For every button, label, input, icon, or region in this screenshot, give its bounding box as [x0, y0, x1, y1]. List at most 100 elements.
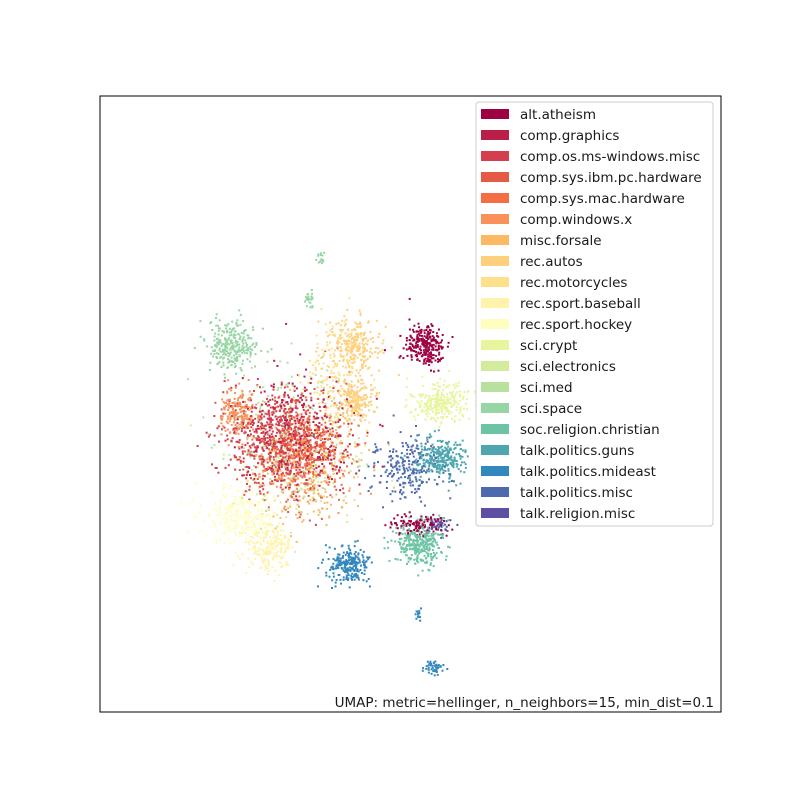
scatter-point — [316, 346, 319, 349]
scatter-point — [251, 563, 254, 566]
scatter-point — [358, 561, 361, 564]
scatter-point — [277, 479, 280, 481]
scatter-point — [332, 334, 335, 336]
scatter-point — [333, 333, 336, 336]
scatter-point — [268, 404, 271, 406]
scatter-point — [431, 338, 434, 341]
scatter-point — [263, 484, 266, 487]
scatter-point — [238, 469, 241, 471]
scatter-point — [354, 407, 357, 410]
scatter-point — [302, 404, 305, 407]
scatter-point — [297, 473, 300, 476]
scatter-point — [297, 451, 300, 454]
scatter-point — [420, 400, 423, 403]
scatter-point — [433, 555, 436, 557]
scatter-point — [259, 425, 262, 428]
scatter-point — [225, 342, 228, 345]
scatter-point — [321, 487, 324, 490]
scatter-point — [234, 524, 237, 527]
scatter-point — [339, 324, 342, 327]
scatter-point — [231, 404, 234, 407]
scatter-point — [408, 528, 411, 531]
scatter-point — [308, 421, 311, 424]
scatter-point — [338, 469, 341, 472]
scatter-point — [262, 493, 265, 496]
scatter-point — [309, 306, 312, 309]
scatter-point — [431, 549, 434, 552]
scatter-point — [227, 404, 230, 407]
scatter-point — [336, 339, 339, 342]
scatter-point — [365, 387, 368, 390]
scatter-point — [241, 497, 244, 499]
scatter-point — [265, 494, 268, 497]
scatter-point — [323, 447, 326, 450]
scatter-point — [303, 471, 306, 474]
scatter-point — [283, 451, 285, 454]
scatter-point — [244, 510, 247, 513]
scatter-point — [309, 392, 312, 395]
scatter-point — [404, 532, 407, 535]
scatter-point — [225, 346, 228, 349]
scatter-point — [374, 443, 377, 446]
scatter-point — [338, 359, 341, 362]
scatter-point — [427, 554, 429, 557]
scatter-point — [253, 346, 256, 348]
scatter-point — [391, 466, 394, 469]
scatter-point — [336, 557, 339, 560]
scatter-point — [302, 409, 305, 411]
scatter-point — [250, 366, 253, 369]
scatter-point — [282, 399, 285, 402]
scatter-point — [230, 506, 233, 509]
scatter-point — [415, 536, 418, 539]
scatter-point — [440, 525, 443, 528]
scatter-point — [296, 517, 299, 520]
scatter-point — [242, 466, 245, 469]
scatter-point — [247, 347, 250, 349]
scatter-point — [335, 414, 338, 416]
scatter-point — [302, 446, 305, 449]
scatter-point — [341, 442, 344, 445]
scatter-point — [318, 484, 321, 487]
scatter-point — [367, 558, 370, 561]
scatter-point — [323, 480, 326, 483]
scatter-point — [439, 341, 442, 344]
scatter-point — [448, 451, 451, 454]
scatter-point — [425, 665, 428, 668]
scatter-point — [408, 519, 411, 522]
scatter-point — [348, 405, 351, 408]
scatter-point — [435, 541, 438, 544]
scatter-point — [303, 455, 306, 457]
scatter-point — [358, 413, 361, 415]
scatter-point — [301, 392, 304, 395]
scatter-point — [272, 558, 275, 561]
scatter-point — [418, 338, 421, 341]
scatter-point — [421, 375, 424, 378]
scatter-point — [423, 332, 426, 335]
scatter-point — [324, 470, 326, 473]
scatter-point — [325, 378, 328, 381]
scatter-point — [428, 463, 431, 466]
scatter-point — [314, 447, 317, 450]
scatter-point — [330, 434, 333, 437]
scatter-point — [381, 425, 384, 428]
scatter-point — [310, 465, 313, 468]
scatter-point — [258, 410, 261, 413]
scatter-point — [278, 450, 281, 453]
scatter-point — [445, 463, 447, 466]
scatter-point — [357, 326, 360, 329]
scatter-point — [381, 342, 384, 345]
scatter-point — [371, 352, 374, 355]
scatter-point — [399, 541, 401, 544]
scatter-point — [275, 555, 278, 558]
scatter-point — [352, 576, 355, 578]
scatter-point — [299, 457, 302, 460]
scatter-point — [296, 451, 299, 454]
scatter-point — [447, 489, 450, 492]
scatter-point — [241, 351, 244, 354]
scatter-point — [267, 530, 270, 533]
scatter-point — [344, 456, 347, 459]
scatter-point — [230, 364, 233, 367]
scatter-point — [450, 458, 453, 461]
scatter-point — [326, 335, 329, 338]
scatter-point — [396, 527, 399, 530]
